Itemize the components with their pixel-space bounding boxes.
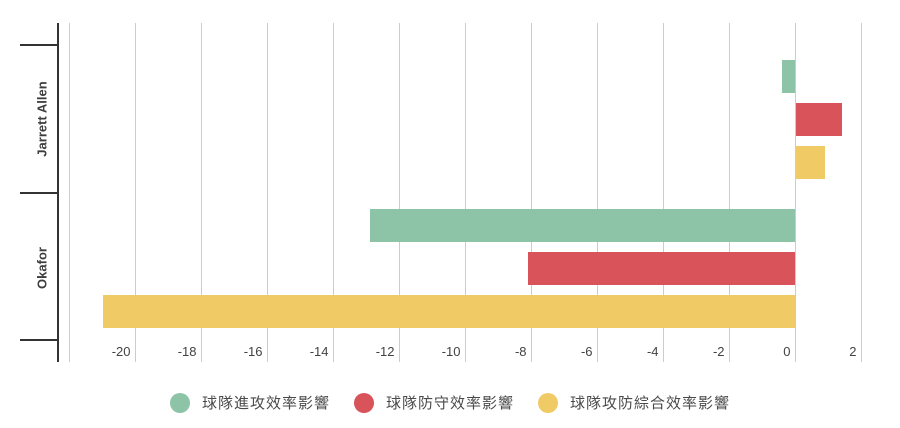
x-axis-label: -16 [243,344,263,359]
x-axis-label: -14 [309,344,329,359]
category-label: Jarrett Allen [34,81,50,157]
x-axis-label: -20 [111,344,131,359]
x-axis-label: -12 [375,344,395,359]
gridline [135,23,136,362]
bar-1-1[interactable] [782,60,796,93]
legend-label: 球隊進攻效率影響 [201,395,330,412]
gridline [861,23,862,362]
y-axis-tick [20,192,58,194]
x-axis-label: -2 [712,344,725,359]
legend-label: 球隊攻防綜合效率影響 [570,395,731,412]
gridline [465,23,466,362]
category-label: Okafor [34,246,50,289]
gridline [795,23,796,362]
y-axis-tick [20,44,58,46]
gridline [333,23,334,362]
x-axis-label: -6 [580,344,593,359]
legend-label: 球隊防守效率影響 [385,395,514,412]
legend-item[interactable]: 球隊攻防綜合效率影響 [538,392,730,413]
bar-1-2[interactable] [795,103,842,136]
gridline [201,23,202,362]
legend: 球隊進攻效率影響 球隊防守效率影響 球隊攻防綜合效率影響 [0,392,900,413]
legend-item[interactable]: 球隊防守效率影響 [353,392,514,413]
bar-1-3[interactable] [795,146,826,179]
bar-2-2[interactable] [528,251,796,285]
legend-swatch-icon [538,392,558,413]
x-axis-label: -10 [441,344,461,359]
legend-swatch-icon [169,392,190,413]
gridline [399,23,400,362]
gridline [69,23,70,362]
x-axis-label: -18 [177,344,197,359]
x-axis-label: 2 [849,344,857,359]
x-axis-label: -8 [514,344,527,359]
x-axis-label: -4 [646,344,659,359]
gridline [729,23,730,362]
gridline [597,23,598,362]
legend-swatch-icon [353,392,374,413]
y-axis-line [57,23,59,362]
bar-2-3[interactable] [102,294,796,328]
y-axis-tick [20,339,58,341]
legend-item[interactable]: 球隊進攻效率影響 [169,392,330,413]
gridline [663,23,664,362]
x-axis-label: 0 [783,344,791,359]
gridline [531,23,532,362]
bar-2-1[interactable] [369,208,796,242]
gridline [267,23,268,362]
